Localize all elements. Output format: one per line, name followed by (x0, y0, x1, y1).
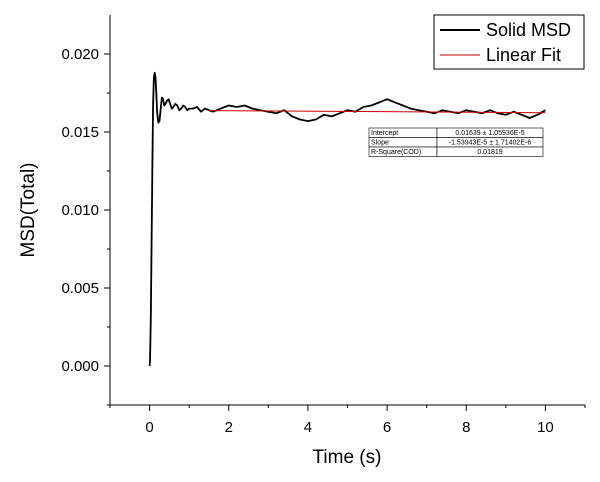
y-tick-label: 0.000 (61, 358, 99, 375)
y-tick-label: 0.020 (61, 46, 99, 63)
legend-label-solid-msd: Solid MSD (486, 20, 571, 40)
fit-results-table: Intercept 0.01639 ± 1.05936E-5 Slope -1.539… (368, 127, 544, 157)
y-ticks: 0.000 0.005 0.010 0.015 0.020 (61, 46, 110, 406)
fit-table-value: 0.01819 (477, 149, 502, 156)
fit-table-label: Intercept (371, 130, 398, 137)
solid-msd-line (148, 71, 546, 367)
x-tick-label: 2 (225, 419, 233, 436)
y-tick-label: 0.010 (61, 202, 99, 219)
fit-table-value: 0.01639 ± 1.05936E-5 (455, 130, 524, 137)
x-tick-label: 6 (383, 419, 391, 436)
y-tick-label: 0.005 (61, 280, 99, 297)
fit-table-value: -1.53943E-5 ± 1.71402E-6 (449, 140, 532, 147)
x-tick-label: 10 (537, 419, 554, 436)
x-tick-label: 4 (304, 419, 312, 436)
x-axis-title: Time (s) (313, 447, 382, 468)
y-tick-label: 0.015 (61, 124, 99, 141)
y-axis-title: MSD(Total) (18, 162, 39, 257)
linear-fit-line (208, 110, 546, 114)
legend: Solid MSD Linear Fit (433, 14, 585, 70)
fit-table-label: Slope (371, 140, 389, 147)
x-ticks: 0 2 4 6 8 10 (109, 405, 586, 436)
x-tick-label: 8 (462, 419, 470, 436)
fit-table-label: R-Square(COD) (371, 149, 421, 156)
legend-box (433, 14, 585, 70)
fit-table-value-cell (436, 146, 544, 157)
series-layer (148, 71, 546, 367)
x-tick-label: 0 (145, 419, 153, 436)
legend-label-linear-fit: Linear Fit (486, 45, 561, 65)
